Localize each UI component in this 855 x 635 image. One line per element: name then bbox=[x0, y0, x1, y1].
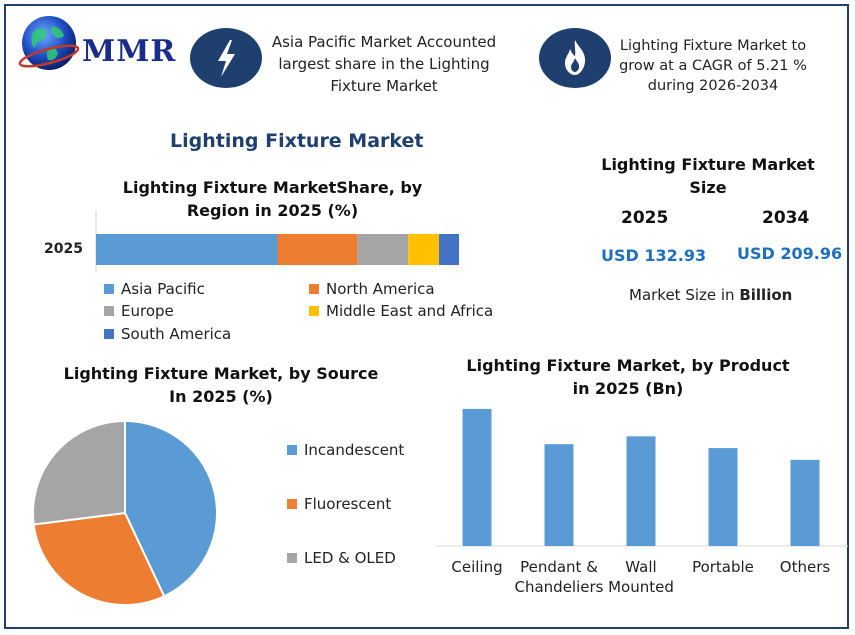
legend-label: LED & OLED bbox=[304, 549, 396, 567]
product-category-label: Wall Mounted bbox=[608, 558, 674, 596]
product-category-label: Ceiling bbox=[451, 558, 503, 576]
source-legend-item: LED & OLED bbox=[287, 549, 396, 567]
lightning-icon bbox=[190, 28, 262, 88]
legend-label: Middle East and Africa bbox=[326, 302, 494, 320]
legend-label: Europe bbox=[121, 302, 174, 320]
product-bar-chart bbox=[436, 408, 848, 547]
legend-swatch bbox=[104, 329, 114, 339]
header-info-text-1: Asia Pacific Market Accounted largest sh… bbox=[271, 33, 497, 95]
region-legend-item: Middle East and Africa bbox=[309, 302, 493, 320]
globe-logo-icon bbox=[18, 16, 80, 70]
market-size-note-prefix: Market Size in bbox=[629, 286, 740, 304]
product-bar-portable bbox=[708, 448, 738, 546]
region-legend-item: North America bbox=[309, 280, 435, 298]
region-legend-item: Asia Pacific bbox=[104, 280, 205, 298]
region-chart-title: Lighting Fixture MarketShare, by Region … bbox=[122, 178, 423, 220]
region-stacked-bar-chart bbox=[95, 210, 459, 272]
product-bar-wall-mounted bbox=[626, 436, 656, 546]
region-chart-category-label: 2025 bbox=[44, 241, 83, 257]
product-bar-pendant-chandeliers bbox=[544, 444, 574, 546]
region-bar-segment-south-america bbox=[439, 234, 459, 265]
product-category-label: Pendant & Chandeliers bbox=[514, 558, 604, 596]
pie-slice-incandescent bbox=[124, 419, 218, 598]
market-size-title: Lighting Fixture Market Size bbox=[601, 155, 815, 197]
product-category-label: Others bbox=[779, 558, 831, 576]
brand-logo-text: MMR bbox=[82, 34, 177, 69]
legend-swatch bbox=[309, 306, 319, 316]
region-bar-segment-north-america bbox=[277, 234, 358, 265]
market-size-year-2034: 2034 bbox=[762, 208, 810, 228]
region-legend-item: South America bbox=[104, 325, 231, 343]
infographic-frame bbox=[4, 4, 849, 629]
legend-label: Asia Pacific bbox=[121, 280, 205, 298]
header-info-text-2: Lighting Fixture Market to grow at a CAG… bbox=[619, 38, 807, 94]
flame-icon bbox=[539, 28, 611, 88]
region-bar-segment-middle-east-and-africa bbox=[408, 234, 440, 265]
region-bar-segment-europe bbox=[357, 234, 409, 265]
product-category-label: Portable bbox=[692, 558, 754, 576]
region-legend-item: Europe bbox=[104, 302, 174, 320]
market-size-note-unit: Billion bbox=[739, 286, 793, 304]
market-size-value-2025: USD 132.93 bbox=[601, 246, 707, 265]
market-size-year-2025: 2025 bbox=[621, 208, 669, 228]
product-bar-ceiling bbox=[462, 408, 492, 546]
legend-swatch bbox=[287, 445, 297, 455]
legend-swatch bbox=[287, 553, 297, 563]
legend-swatch bbox=[287, 499, 297, 509]
pie-slice-fluorescent bbox=[32, 511, 166, 606]
legend-label: North America bbox=[326, 280, 435, 298]
region-bar-segment-asia-pacific bbox=[96, 234, 278, 265]
legend-label: Fluorescent bbox=[304, 495, 392, 513]
legend-label: Incandescent bbox=[304, 441, 405, 459]
source-legend-item: Incandescent bbox=[287, 441, 404, 459]
source-chart-title: Lighting Fixture Market, by Source In 20… bbox=[63, 364, 379, 406]
market-size-value-2034: USD 209.96 bbox=[737, 244, 843, 263]
pie-slice-led-oled bbox=[32, 419, 126, 526]
product-chart-title: Lighting Fixture Market, by Product in 2… bbox=[466, 356, 790, 398]
product-bar-others bbox=[790, 459, 820, 546]
source-pie-chart bbox=[32, 419, 218, 606]
legend-swatch bbox=[309, 284, 319, 294]
legend-label: South America bbox=[121, 325, 232, 343]
legend-swatch bbox=[104, 284, 114, 294]
source-legend-item: Fluorescent bbox=[287, 495, 391, 513]
legend-swatch bbox=[104, 306, 114, 316]
page-title: Lighting Fixture Market bbox=[170, 130, 424, 152]
market-size-note: Market Size in Billion bbox=[629, 286, 792, 304]
